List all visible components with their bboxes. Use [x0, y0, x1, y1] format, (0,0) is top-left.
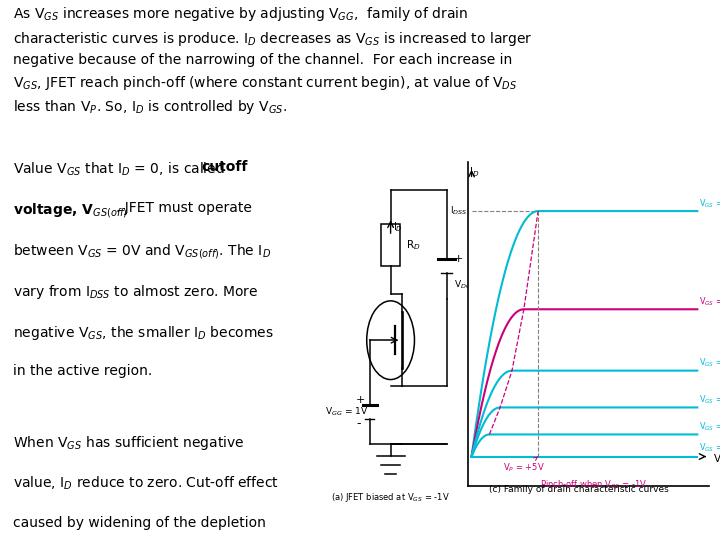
- Text: voltage, V$_{GS(off)}$: voltage, V$_{GS(off)}$: [13, 201, 127, 220]
- Text: When V$_{GS}$ has sufficient negative: When V$_{GS}$ has sufficient negative: [13, 434, 245, 452]
- Text: I$_{DSS}$: I$_{DSS}$: [450, 205, 467, 217]
- Text: . JFET must operate: . JFET must operate: [116, 201, 252, 215]
- Text: -: -: [356, 417, 361, 430]
- Text: V$_{GS}$ = -2V: V$_{GS}$ = -2V: [698, 357, 720, 369]
- Text: (c) Family of drain characteristic curves: (c) Family of drain characteristic curve…: [489, 485, 668, 494]
- Text: value, I$_D$ reduce to zero. Cut-off effect: value, I$_D$ reduce to zero. Cut-off eff…: [13, 475, 279, 492]
- Text: V$_{GG}$ = 1V: V$_{GG}$ = 1V: [325, 406, 368, 418]
- Text: V$_P$ = +5V: V$_P$ = +5V: [503, 457, 545, 474]
- Text: I$_D$: I$_D$: [393, 220, 403, 234]
- Text: +: +: [356, 395, 366, 406]
- Text: vary from I$_{DSS}$ to almost zero. More: vary from I$_{DSS}$ to almost zero. More: [13, 283, 258, 301]
- Text: I$_D$: I$_D$: [469, 165, 480, 179]
- Text: (a) JFET biased at V$_{GS}$ = -1V: (a) JFET biased at V$_{GS}$ = -1V: [331, 491, 450, 504]
- Text: As V$_{GS}$ increases more negative by adjusting V$_{GG}$,  family of drain
char: As V$_{GS}$ increases more negative by a…: [13, 5, 532, 117]
- Text: R$_D$: R$_D$: [406, 239, 420, 252]
- Text: V$_{GS}$ = -4V: V$_{GS}$ = -4V: [698, 421, 720, 433]
- Text: Value V$_{GS}$ that I$_D$ = 0, is called: Value V$_{GS}$ that I$_D$ = 0, is called: [13, 160, 226, 178]
- Text: V$_{GS}$ = V$_{GS(off)}$ = -5V: V$_{GS}$ = V$_{GS(off)}$ = -5V: [698, 442, 720, 455]
- Text: V$_{DC}$: V$_{DC}$: [454, 279, 472, 291]
- Text: caused by widening of the depletion: caused by widening of the depletion: [13, 516, 266, 530]
- Text: negative V$_{GS}$, the smaller I$_D$ becomes: negative V$_{GS}$, the smaller I$_D$ bec…: [13, 323, 274, 342]
- Text: V$_{GS}$ = -3: V$_{GS}$ = -3: [698, 394, 720, 406]
- Text: Pinch-off when V$_{GS}$ = -1V: Pinch-off when V$_{GS}$ = -1V: [541, 478, 648, 491]
- Text: V$_{GS}$ = -1V: V$_{GS}$ = -1V: [698, 295, 720, 308]
- Text: in the active region.: in the active region.: [13, 364, 152, 379]
- Text: +: +: [454, 254, 463, 264]
- Text: between V$_{GS}$ = 0V and V$_{GS(off)}$. The I$_D$: between V$_{GS}$ = 0V and V$_{GS(off)}$.…: [13, 242, 271, 261]
- Text: cutoff: cutoff: [202, 160, 248, 174]
- Text: V$_{GS}$ = 0: V$_{GS}$ = 0: [698, 197, 720, 210]
- Bar: [382, 225, 400, 266]
- Text: V$_{DS}$: V$_{DS}$: [713, 452, 720, 466]
